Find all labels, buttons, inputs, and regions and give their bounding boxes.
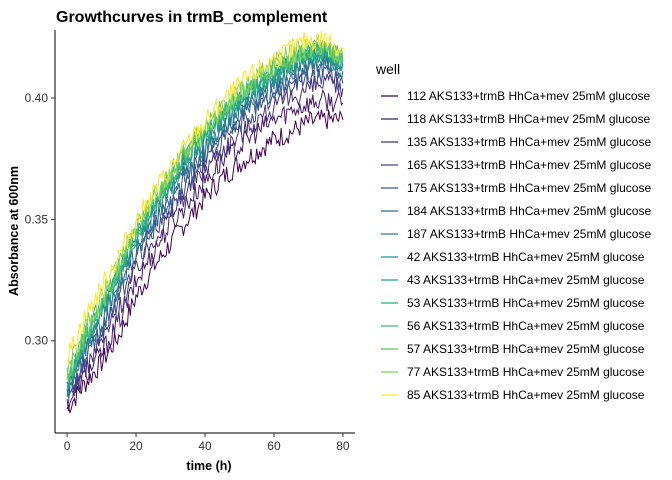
legend-label: 135 AKS133+trmB HhCa+mev 25mM glucose: [407, 135, 651, 149]
y-tick-label: 0.35: [25, 212, 49, 226]
legend-label: 187 AKS133+trmB HhCa+mev 25mM glucose: [407, 227, 651, 241]
y-axis-title: Absorbance at 600nm: [7, 166, 21, 296]
legend-title: well: [375, 61, 400, 77]
legend-label: 42 AKS133+trmB HhCa+mev 25mM glucose: [407, 250, 645, 264]
series-line: [66, 48, 344, 386]
series-line: [66, 30, 344, 365]
x-tick-label: 60: [267, 439, 281, 453]
y-ticks: 0.30 0.35 0.40: [25, 91, 55, 348]
legend-label: 85 AKS133+trmB HhCa+mev 25mM glucose: [407, 388, 645, 402]
series-lines: [66, 30, 344, 414]
legend-label: 77 AKS133+trmB HhCa+mev 25mM glucose: [407, 365, 645, 379]
x-tick-label: 0: [64, 439, 71, 453]
series-line: [66, 88, 344, 412]
chart-title: Growthcurves in trmB_complement: [56, 9, 328, 26]
y-tick-label: 0.40: [25, 91, 49, 105]
legend-label: 165 AKS133+trmB HhCa+mev 25mM glucose: [407, 158, 651, 172]
legend-label: 184 AKS133+trmB HhCa+mev 25mM glucose: [407, 204, 651, 218]
legend-label: 118 AKS133+trmB HhCa+mev 25mM glucose: [407, 112, 651, 126]
series-line: [66, 45, 344, 390]
series-line: [66, 57, 344, 397]
series-line: [66, 72, 344, 397]
y-tick-label: 0.30: [25, 334, 49, 348]
legend-label: 112 AKS133+trmB HhCa+mev 25mM glucose: [407, 89, 651, 103]
legend-label: 43 AKS133+trmB HhCa+mev 25mM glucose: [407, 273, 645, 287]
legend-label: 56 AKS133+trmB HhCa+mev 25mM glucose: [407, 319, 645, 333]
legend-label: 175 AKS133+trmB HhCa+mev 25mM glucose: [407, 181, 651, 195]
x-tick-label: 40: [198, 439, 212, 453]
x-tick-label: 80: [336, 439, 350, 453]
x-tick-label: 20: [129, 439, 143, 453]
legend: 112 AKS133+trmB HhCa+mev 25mM glucose 118…: [381, 89, 651, 402]
x-axis-title: time (h): [186, 459, 231, 473]
legend-label: 57 AKS133+trmB HhCa+mev 25mM glucose: [407, 342, 645, 356]
series-line: [66, 64, 344, 405]
legend-label: 53 AKS133+trmB HhCa+mev 25mM glucose: [407, 296, 645, 310]
x-ticks: 0 20 40 60 80: [64, 433, 350, 453]
series-line: [66, 109, 344, 414]
